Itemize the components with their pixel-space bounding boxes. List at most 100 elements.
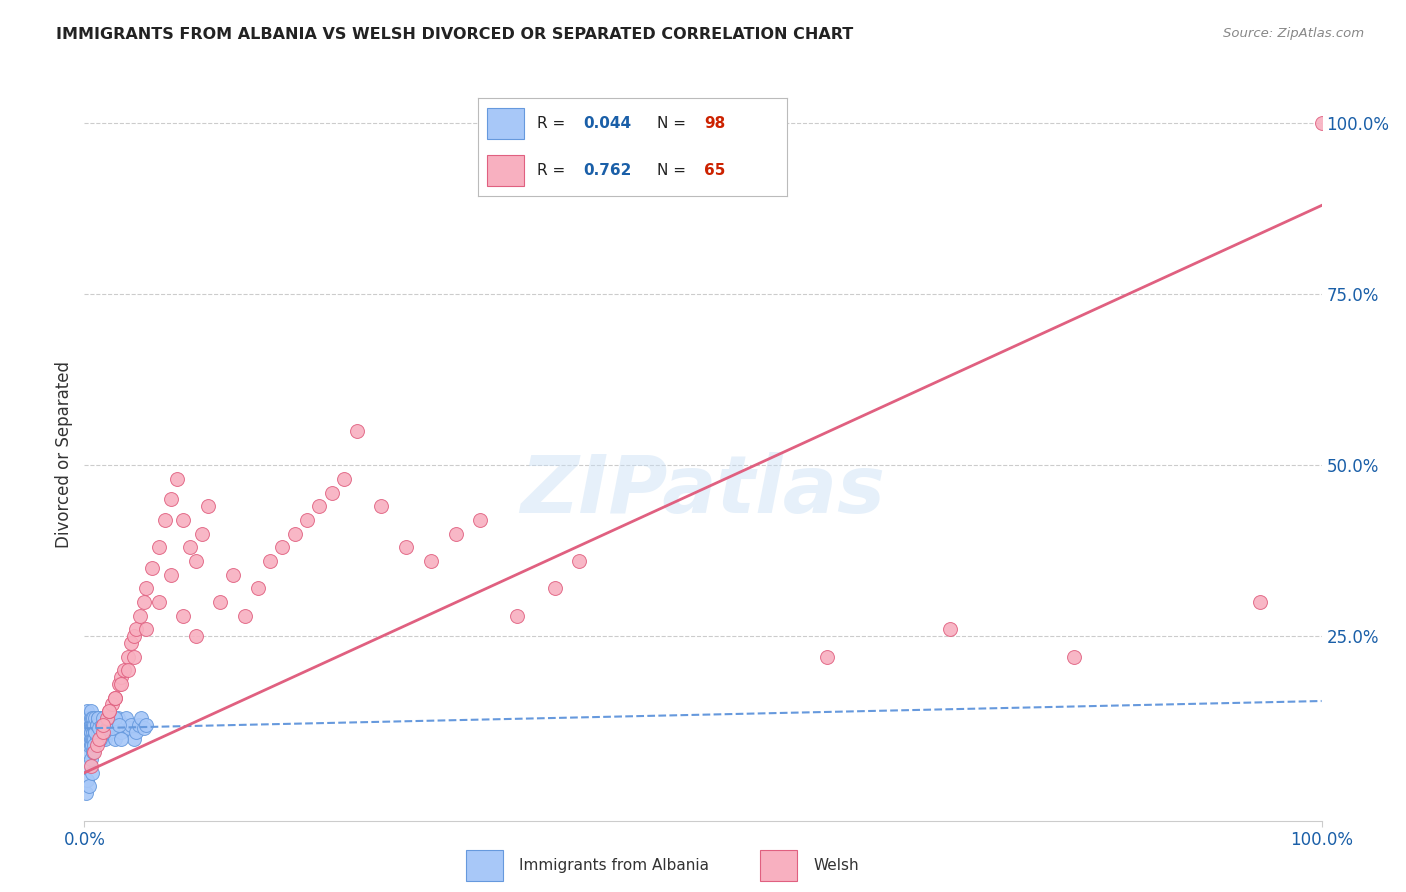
Point <box>79 752 101 766</box>
Point <box>87 711 110 725</box>
Point <box>91 711 114 725</box>
Point <box>115 711 138 725</box>
Point <box>82 718 104 732</box>
Point <box>321 485 343 500</box>
Point <box>308 499 330 513</box>
Point <box>89 722 111 736</box>
Point <box>93 722 115 736</box>
Point <box>132 595 155 609</box>
Point <box>104 690 127 705</box>
Point <box>100 722 122 736</box>
Point <box>90 718 112 732</box>
Point <box>191 526 214 541</box>
Point <box>105 722 128 736</box>
Text: R =: R = <box>537 116 569 131</box>
Point <box>80 765 103 780</box>
Point <box>246 581 269 595</box>
Point <box>75 731 97 746</box>
Point <box>346 424 368 438</box>
Point <box>107 711 129 725</box>
Point <box>141 560 163 574</box>
Point <box>233 608 256 623</box>
Point <box>120 636 142 650</box>
Point <box>93 724 115 739</box>
Point <box>86 739 108 753</box>
Point <box>79 780 101 794</box>
Point <box>172 608 194 623</box>
Point <box>117 663 139 677</box>
Point <box>122 731 145 746</box>
Point <box>1063 649 1085 664</box>
Point <box>97 711 120 725</box>
Point <box>79 739 101 753</box>
Point <box>77 711 100 725</box>
Point <box>117 649 139 664</box>
FancyBboxPatch shape <box>488 155 524 186</box>
Text: Immigrants from Albania: Immigrants from Albania <box>519 858 710 872</box>
Point <box>80 718 103 732</box>
Point <box>96 722 118 736</box>
Point <box>79 718 101 732</box>
Point <box>108 677 131 691</box>
Point <box>87 724 110 739</box>
Point <box>82 745 104 759</box>
Point <box>568 554 591 568</box>
Point <box>89 731 111 746</box>
Point <box>89 731 111 746</box>
Text: R =: R = <box>537 163 569 178</box>
Text: ZIPatlas: ZIPatlas <box>520 452 886 531</box>
Point <box>80 739 103 753</box>
Point <box>98 704 121 718</box>
Point <box>370 499 392 513</box>
Point <box>125 724 148 739</box>
Point <box>101 711 124 725</box>
Point <box>543 581 565 595</box>
Point <box>295 513 318 527</box>
Point <box>89 711 111 725</box>
Point <box>89 718 111 732</box>
Point <box>259 554 281 568</box>
Point <box>104 690 127 705</box>
Point <box>80 731 103 746</box>
Point <box>939 622 962 636</box>
Point <box>90 718 112 732</box>
Point <box>83 739 105 753</box>
Point <box>82 724 104 739</box>
Point <box>104 711 127 725</box>
Point <box>79 711 101 725</box>
Point <box>148 595 170 609</box>
Point <box>93 718 115 732</box>
Point <box>82 711 104 725</box>
Point <box>79 704 101 718</box>
Point <box>112 663 135 677</box>
Text: N =: N = <box>658 116 692 131</box>
Point <box>79 722 101 736</box>
Point <box>112 718 135 732</box>
Point <box>75 786 97 800</box>
Point <box>77 745 100 759</box>
Point <box>79 711 101 725</box>
Point <box>166 472 188 486</box>
Point <box>79 739 101 753</box>
Point <box>77 718 100 732</box>
Y-axis label: Divorced or Separated: Divorced or Separated <box>55 361 73 549</box>
Point <box>108 718 131 732</box>
Point <box>96 711 118 725</box>
Point <box>122 629 145 643</box>
FancyBboxPatch shape <box>759 849 797 881</box>
Text: 0.762: 0.762 <box>583 163 631 178</box>
Point <box>91 724 114 739</box>
Point <box>77 731 100 746</box>
Point <box>333 472 356 486</box>
Point <box>79 731 101 746</box>
Point <box>1249 595 1271 609</box>
Point <box>86 718 108 732</box>
Point <box>129 711 152 725</box>
Point <box>148 540 170 554</box>
Point <box>91 711 114 725</box>
Point <box>160 567 183 582</box>
Point <box>506 608 529 623</box>
Point <box>100 698 122 712</box>
Point <box>135 581 157 595</box>
Point <box>110 724 132 739</box>
